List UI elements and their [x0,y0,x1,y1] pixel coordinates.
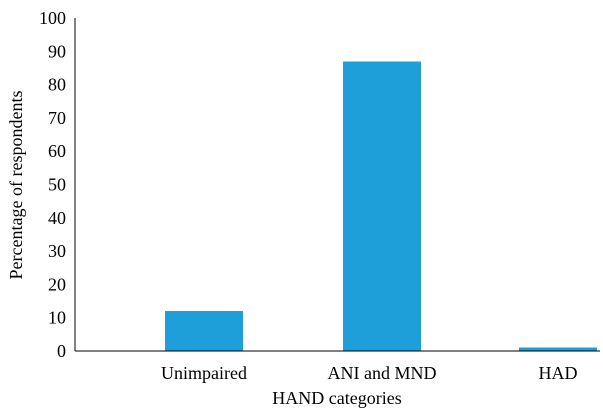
y-tick-label: 20 [48,274,66,294]
y-axis-ticks: 0 10 20 30 40 50 60 70 80 90 100 [39,8,66,361]
x-tick-label: ANI and MND [328,363,437,383]
bars [165,61,597,351]
bar [165,311,243,351]
y-tick-label: 30 [48,241,66,261]
bar [519,347,597,351]
y-tick-label: 80 [48,75,66,95]
y-tick-label: 10 [48,308,66,328]
y-tick-label: 60 [48,141,66,161]
x-axis-tick-labels: Unimpaired ANI and MND HAD [161,363,577,383]
x-tick-label: HAD [539,363,578,383]
y-tick-label: 0 [57,341,66,361]
y-tick-label: 50 [48,175,66,195]
y-tick-label: 90 [48,41,66,61]
y-tick-label: 100 [39,8,66,28]
y-tick-label: 70 [48,108,66,128]
x-tick-label: Unimpaired [161,363,247,383]
bar [343,61,421,351]
y-axis-title: Percentage of respondents [6,91,26,280]
x-axis-title: HAND categories [272,388,401,408]
y-tick-label: 40 [48,208,66,228]
